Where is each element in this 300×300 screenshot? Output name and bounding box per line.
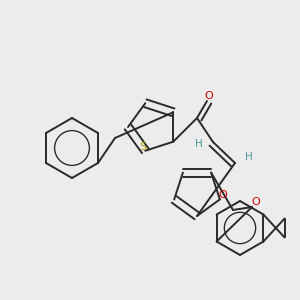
Text: O: O — [218, 190, 227, 200]
Text: S: S — [140, 142, 147, 152]
Text: O: O — [252, 197, 260, 207]
Text: H: H — [195, 139, 203, 149]
Text: H: H — [245, 152, 253, 162]
Text: O: O — [205, 91, 213, 101]
